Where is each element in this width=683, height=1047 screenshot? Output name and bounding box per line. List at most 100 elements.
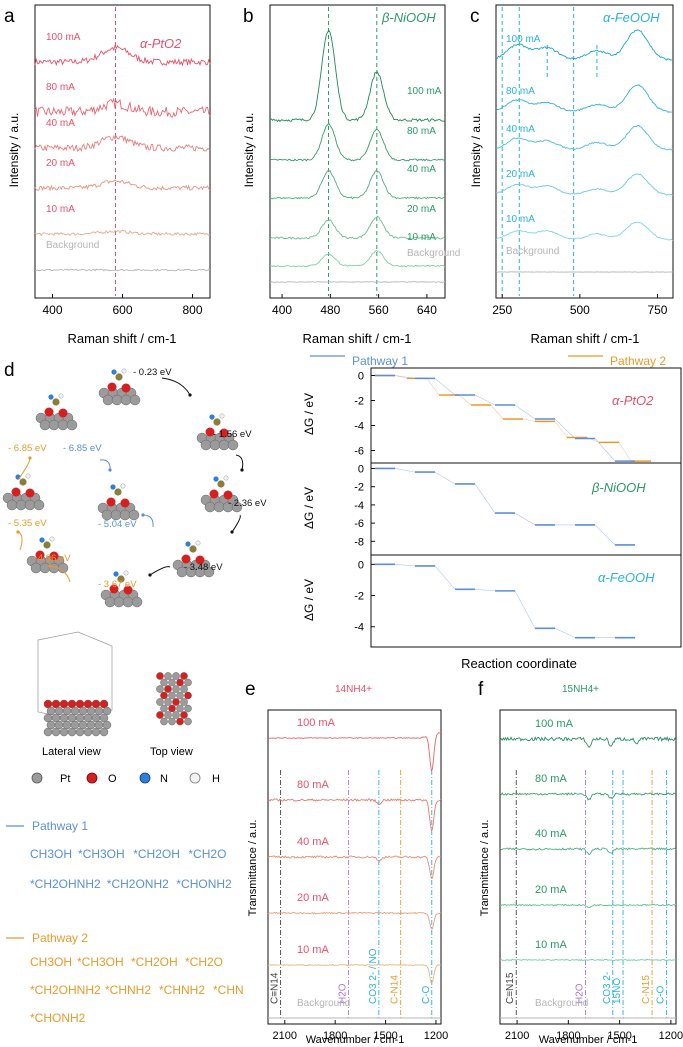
series-label-a-1: 80 mA	[46, 82, 75, 93]
lateral-atom	[86, 720, 96, 730]
atom-n-label: N	[160, 773, 168, 785]
slab-views	[37, 631, 192, 737]
series-label-c-5: Background	[506, 246, 559, 257]
axes-frame-a	[34, 4, 211, 299]
curve-a-1	[34, 97, 211, 118]
top-atom	[156, 685, 164, 693]
lateral-atom	[46, 706, 56, 716]
lateral-atom	[51, 727, 61, 737]
top-atom	[156, 711, 164, 719]
cycle-label-8: - 6.85 eV	[63, 443, 102, 454]
lateral-atom	[102, 720, 112, 730]
atom-h-label: H	[212, 773, 220, 785]
pathway1-step-2: *CH2OH	[133, 847, 180, 861]
energy-ylabel-2: ΔG / eV	[302, 487, 316, 529]
series-label-a-5: Background	[46, 240, 99, 251]
ylabel-b: Intensity / a.u.	[242, 113, 256, 188]
energy-ytick-label-1-0: 0	[358, 463, 364, 475]
lateral-atom	[91, 713, 101, 723]
lateral-atom	[59, 699, 69, 709]
marker-label-f-2: CO3 2-	[602, 972, 613, 1004]
energy-xlabel: Reaction coordinate	[461, 656, 577, 671]
marker-label-e-1: H2O	[338, 983, 349, 1004]
top-atom	[184, 704, 192, 713]
top-atom	[168, 691, 176, 700]
top-atom	[160, 691, 168, 700]
lateral-atom	[51, 713, 61, 723]
top-atom	[176, 678, 184, 687]
axes-frame-c	[495, 4, 674, 299]
lateral-atom	[46, 720, 56, 730]
series-label-c-0: 100 mA	[506, 34, 541, 45]
lateral-atom	[91, 727, 101, 737]
energy-ylabel-1: ΔG / eV	[302, 393, 316, 435]
pathway1-connector-0-5	[594, 438, 616, 462]
cycle-arrow-2	[231, 514, 241, 533]
top-atom	[180, 711, 188, 719]
cycle-label-1: - 1.56 eV	[213, 429, 252, 440]
pathway1-connector-2-4	[554, 628, 576, 638]
ticks-f: 2100 1800 1500 1200	[505, 1020, 683, 1042]
xtick-label-e-0: 2100	[273, 1030, 297, 1042]
curves-a: 100 mA 80 mA 40 mA 20 mA 10 mA Background	[34, 7, 211, 296]
top-atom	[176, 704, 184, 713]
lateral-atom	[75, 699, 85, 709]
title-b: β-NiOOH	[381, 10, 436, 25]
xtick-label-f-2: 1500	[607, 1030, 631, 1042]
lateral-atom	[86, 706, 96, 716]
lateral-atom	[94, 706, 104, 716]
series-label-a-4: 10 mA	[46, 204, 75, 215]
xtick-label-b-3: 640	[417, 303, 437, 317]
energy-plot: 0 -2 -4 -6 0 -2 -4 -6 -8 0 -2 -4	[354, 371, 651, 639]
unit-cell-box	[37, 631, 113, 721]
series-label-f-2: 40 mA	[535, 828, 567, 840]
lateral-atom	[59, 727, 69, 737]
curve-f-4	[499, 958, 677, 962]
top-atom	[164, 685, 172, 693]
marker-label-f-0: C≡N15	[505, 972, 516, 1004]
pathway1-steps: CH3OH *CH3OH *CH2OH *CH2O *CH2OHNH2 *CH2ONH2 *…	[30, 847, 232, 891]
curve-e-0	[267, 731, 442, 772]
pathway2-connector-0-7	[618, 442, 632, 462]
series-label-e-4: 10 mA	[297, 944, 329, 956]
curve-b-0	[269, 29, 446, 123]
mol-left-bottom	[26, 536, 69, 574]
top-atom	[172, 672, 180, 680]
top-atom	[164, 698, 172, 706]
atom-h-icon	[189, 772, 201, 784]
pathway2-step-0: CH3OH	[30, 955, 72, 969]
lateral-view-label: Lateral view	[42, 746, 101, 758]
lateral-atom	[54, 720, 64, 730]
mol-bottom	[100, 570, 143, 608]
series-label-c-2: 40 mA	[506, 124, 535, 135]
xlabel-b: Raman shift / cm-1	[302, 331, 411, 346]
pathway1-step-5: *CH2ONH2	[107, 877, 169, 891]
xtick-label-a-0: 400	[42, 303, 62, 317]
pathway1-connector-1-1	[434, 471, 456, 485]
top-atom	[180, 672, 188, 680]
top-atom	[160, 717, 168, 726]
panel-d: d - 0.23 eV- 1.56 eV- 2.36 eV- 3.48 eV- …	[2, 354, 682, 1025]
curve-c-0	[495, 29, 673, 61]
cycle-label-4: - 3.67 eV	[98, 579, 137, 590]
panel-a: a 100 mA 80 mA 40 mA 20 mA 10 mA Background 4…	[4, 4, 211, 346]
curve-f-1	[499, 792, 676, 801]
panel-letter-e: e	[245, 679, 256, 700]
marker-label-e-2: CO3 2- / NO	[368, 948, 379, 1004]
ylabel-f: Transmittance / a.u.	[479, 820, 491, 917]
mol-left	[2, 473, 45, 511]
top-atom	[156, 698, 164, 706]
lateral-atom	[99, 727, 109, 737]
pathway2-connector-0-3	[490, 404, 504, 420]
lateral-atom	[43, 713, 53, 723]
curve-c-1	[495, 84, 674, 113]
xlabel-a: Raman shift / cm-1	[67, 331, 176, 346]
pathway1-step-4: *CH2OHNH2	[30, 877, 101, 891]
lateral-atom	[43, 727, 53, 737]
ylabel-e: Transmittance / a.u.	[247, 820, 259, 917]
series-label-b-5: Background	[407, 248, 460, 259]
series-label-e-0: 100 mA	[297, 717, 336, 729]
top-atom	[164, 672, 172, 680]
lateral-atom	[43, 699, 53, 709]
cycle-arrow-8	[142, 514, 154, 528]
